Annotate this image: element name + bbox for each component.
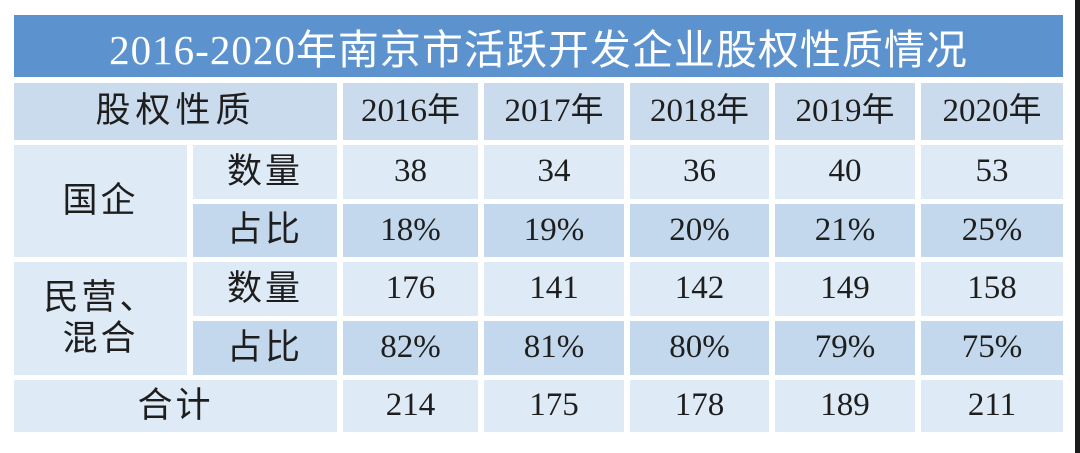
table-cell: 141: [484, 262, 624, 316]
total-cell: 178: [630, 380, 769, 432]
header-year-2018: 2018年: [630, 83, 769, 140]
total-cell: 189: [775, 380, 915, 432]
row-label-quantity: 数量: [193, 262, 337, 316]
table-grid: 股权性质 2016年 2017年 2018年 2019年 2020年 国企 数量…: [14, 83, 1063, 432]
row-label-quantity: 数量: [193, 145, 337, 199]
table-cell: 79%: [775, 321, 915, 375]
table-cell: 149: [775, 262, 915, 316]
screenshot-right-edge-artifact: [1075, 0, 1080, 453]
row-label-proportion: 占比: [193, 321, 337, 375]
table-cell: 142: [630, 262, 769, 316]
header-year-2019: 2019年: [775, 83, 915, 140]
table-cell: 81%: [484, 321, 624, 375]
table-cell: 19%: [484, 204, 624, 257]
table-cell: 176: [343, 262, 478, 316]
total-cell: 175: [484, 380, 624, 432]
table-cell: 34: [484, 145, 624, 199]
header-equity-nature: 股权性质: [14, 83, 337, 140]
table-cell: 40: [775, 145, 915, 199]
header-year-2017: 2017年: [484, 83, 624, 140]
table-cell: 18%: [343, 204, 478, 257]
equity-table: 2016-2020年南京市活跃开发企业股权性质情况 股权性质 2016年 201…: [14, 15, 1063, 432]
table-cell: 38: [343, 145, 478, 199]
table-cell: 158: [921, 262, 1063, 316]
table-cell: 21%: [775, 204, 915, 257]
row-label-proportion: 占比: [193, 204, 337, 257]
table-cell: 53: [921, 145, 1063, 199]
total-cell: 214: [343, 380, 478, 432]
table-cell: 25%: [921, 204, 1063, 257]
category-state-owned: 国企: [14, 145, 187, 257]
total-cell: 211: [921, 380, 1063, 432]
table-cell: 80%: [630, 321, 769, 375]
total-label: 合计: [14, 380, 337, 432]
table-cell: 82%: [343, 321, 478, 375]
header-year-2016: 2016年: [343, 83, 478, 140]
category-private-mixed: 民营、 混合: [14, 262, 187, 375]
table-cell: 20%: [630, 204, 769, 257]
table-title: 2016-2020年南京市活跃开发企业股权性质情况: [14, 15, 1063, 77]
table-cell: 36: [630, 145, 769, 199]
table-cell: 75%: [921, 321, 1063, 375]
header-year-2020: 2020年: [921, 83, 1063, 140]
